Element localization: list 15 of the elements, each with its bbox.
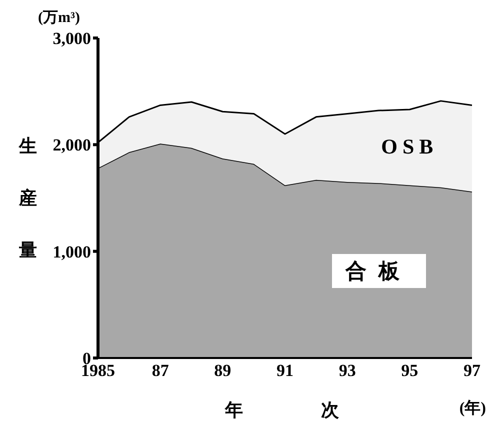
x-tick-label: 95 bbox=[401, 361, 418, 380]
text: (年) bbox=[459, 398, 486, 419]
y-tick-label: 1,000 bbox=[52, 242, 91, 262]
x-tick-label: 89 bbox=[214, 361, 232, 380]
y-tick-label: 3,000 bbox=[52, 29, 91, 48]
x-axis-title: 年 次 bbox=[225, 399, 369, 422]
x-tick-label: 87 bbox=[152, 361, 170, 380]
x-tick-label: 97 bbox=[464, 361, 481, 380]
x-tick-label: 93 bbox=[338, 361, 356, 380]
series-label: OSB bbox=[380, 134, 440, 161]
series-label: 合板 bbox=[332, 254, 426, 288]
text: 生産量 bbox=[19, 136, 37, 260]
text: (万m³) bbox=[38, 9, 80, 27]
y-tick-label: 2,000 bbox=[52, 136, 91, 155]
x-tick-label: 91 bbox=[276, 361, 294, 380]
